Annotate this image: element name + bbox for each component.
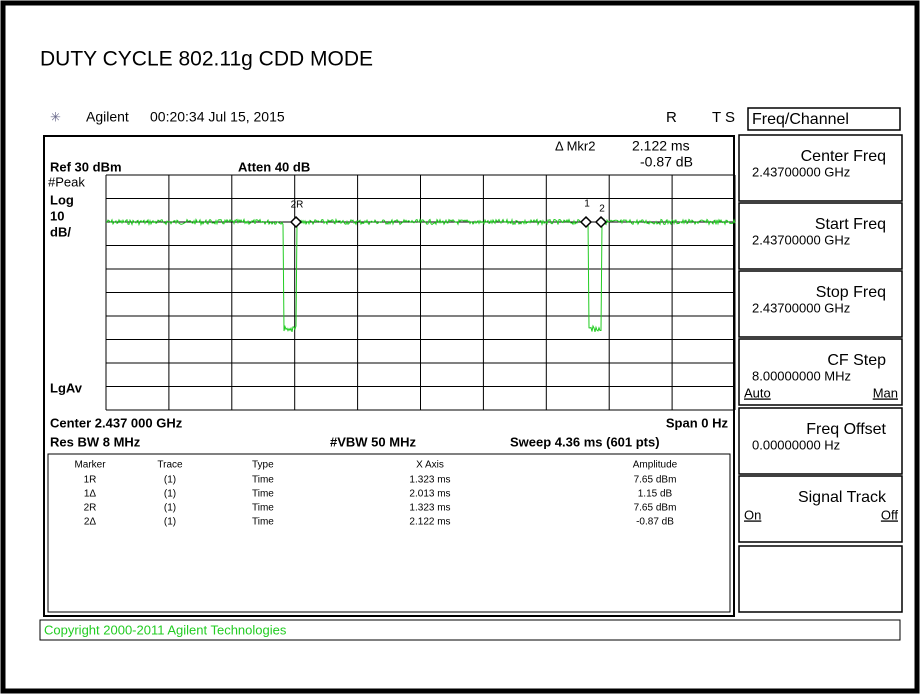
softkey-label: Start Freq [815,216,886,233]
table-cell: Time [252,489,274,500]
softkey[interactable] [738,338,903,406]
softkey-label: CF Step [827,352,886,369]
trace [105,217,736,333]
scale-type: Log [50,192,74,207]
softkey-value: 2.43700000 GHz [752,300,850,315]
vbw: #VBW 50 MHz [330,434,416,449]
marker-tag: 2 [599,204,605,215]
display-border [43,135,735,617]
brand: Agilent [86,109,129,125]
softkey[interactable] [738,475,903,543]
softkey [738,545,903,613]
flag-r: R [666,109,677,126]
page-title: DUTY CYCLE 802.11g CDD MODE [40,48,373,71]
flag-ts: T S [712,109,735,126]
table-cell: 1R [84,475,97,486]
ref-level: Ref 30 dBm [50,159,122,174]
table-cell: 1.323 ms [409,503,450,514]
softkey[interactable] [738,202,903,270]
table-cell: 1.323 ms [409,475,450,486]
softkey-value: 2.43700000 GHz [752,232,850,247]
column-header: X Axis [416,460,444,471]
table-cell: (1) [164,517,176,528]
softkey-option: Man [873,385,898,400]
table-cell: 2.122 ms [409,517,450,528]
table-cell: (1) [164,489,176,500]
table-cell: Time [252,517,274,528]
copyright-bar [39,619,901,641]
softkey-option: On [744,507,761,522]
scale-unit: dB/ [50,224,71,239]
column-header: Type [252,460,274,471]
detector: #Peak [48,174,85,189]
marker-tag: 2R [291,200,304,211]
mkr-x: 2.122 ms [632,138,690,154]
softkey[interactable] [738,407,903,475]
table-cell: 2R [84,503,97,514]
menu-title-box [747,107,901,131]
table-cell: 1Δ [84,489,97,500]
column-header: Amplitude [633,460,678,471]
softkey-option: Auto [744,385,771,400]
res-bw: Res BW 8 MHz [50,434,141,449]
mkr-label: Δ Mkr2 [555,138,595,153]
sweep: Sweep 4.36 ms (601 pts) [510,434,660,449]
softkey-option: Off [881,507,898,522]
center: Center 2.437 000 GHz [50,415,183,430]
averaging: LgAv [50,380,83,395]
table-cell: 2Δ [84,517,97,528]
table-cell: 7.65 dBm [634,475,677,486]
softkey-label: Center Freq [801,148,886,165]
span: Span 0 Hz [666,415,729,430]
table-cell: 1.15 dB [638,489,673,500]
mkr-y: -0.87 dB [640,154,693,170]
softkey-label: Signal Track [798,489,887,506]
table-cell: -0.87 dB [636,517,674,528]
softkey[interactable] [738,270,903,338]
marker-table-box [47,453,731,613]
menu-title: Freq/Channel [752,111,849,128]
softkey-value: 0.00000000 Hz [752,437,840,452]
softkey-label: Stop Freq [816,284,886,301]
marker-tag: 1 [584,199,590,210]
table-cell: 2.013 ms [409,489,450,500]
table-cell: Time [252,503,274,514]
softkey-value: 8.00000000 MHz [752,368,851,383]
timestamp: 00:20:34 Jul 15, 2015 [150,109,285,125]
column-header: Trace [157,460,183,471]
softkey-value: 2.43700000 GHz [752,164,850,179]
table-cell: (1) [164,503,176,514]
atten: Atten 40 dB [238,159,310,174]
copyright: Copyright 2000-2011 Agilent Technologies [44,622,287,637]
marker-table: Marker Trace Type X Axis Amplitude 1R (1) Time 1… [74,460,677,528]
logo: ✳ [50,109,61,124]
table-cell: 7.65 dBm [634,503,677,514]
marker-diamonds [289,215,608,229]
table-cell: (1) [164,475,176,486]
table-cell: Time [252,475,274,486]
scale-value: 10 [50,208,64,223]
softkey[interactable] [738,134,903,202]
softkey-label: Freq Offset [806,421,886,438]
column-header: Marker [74,460,106,471]
